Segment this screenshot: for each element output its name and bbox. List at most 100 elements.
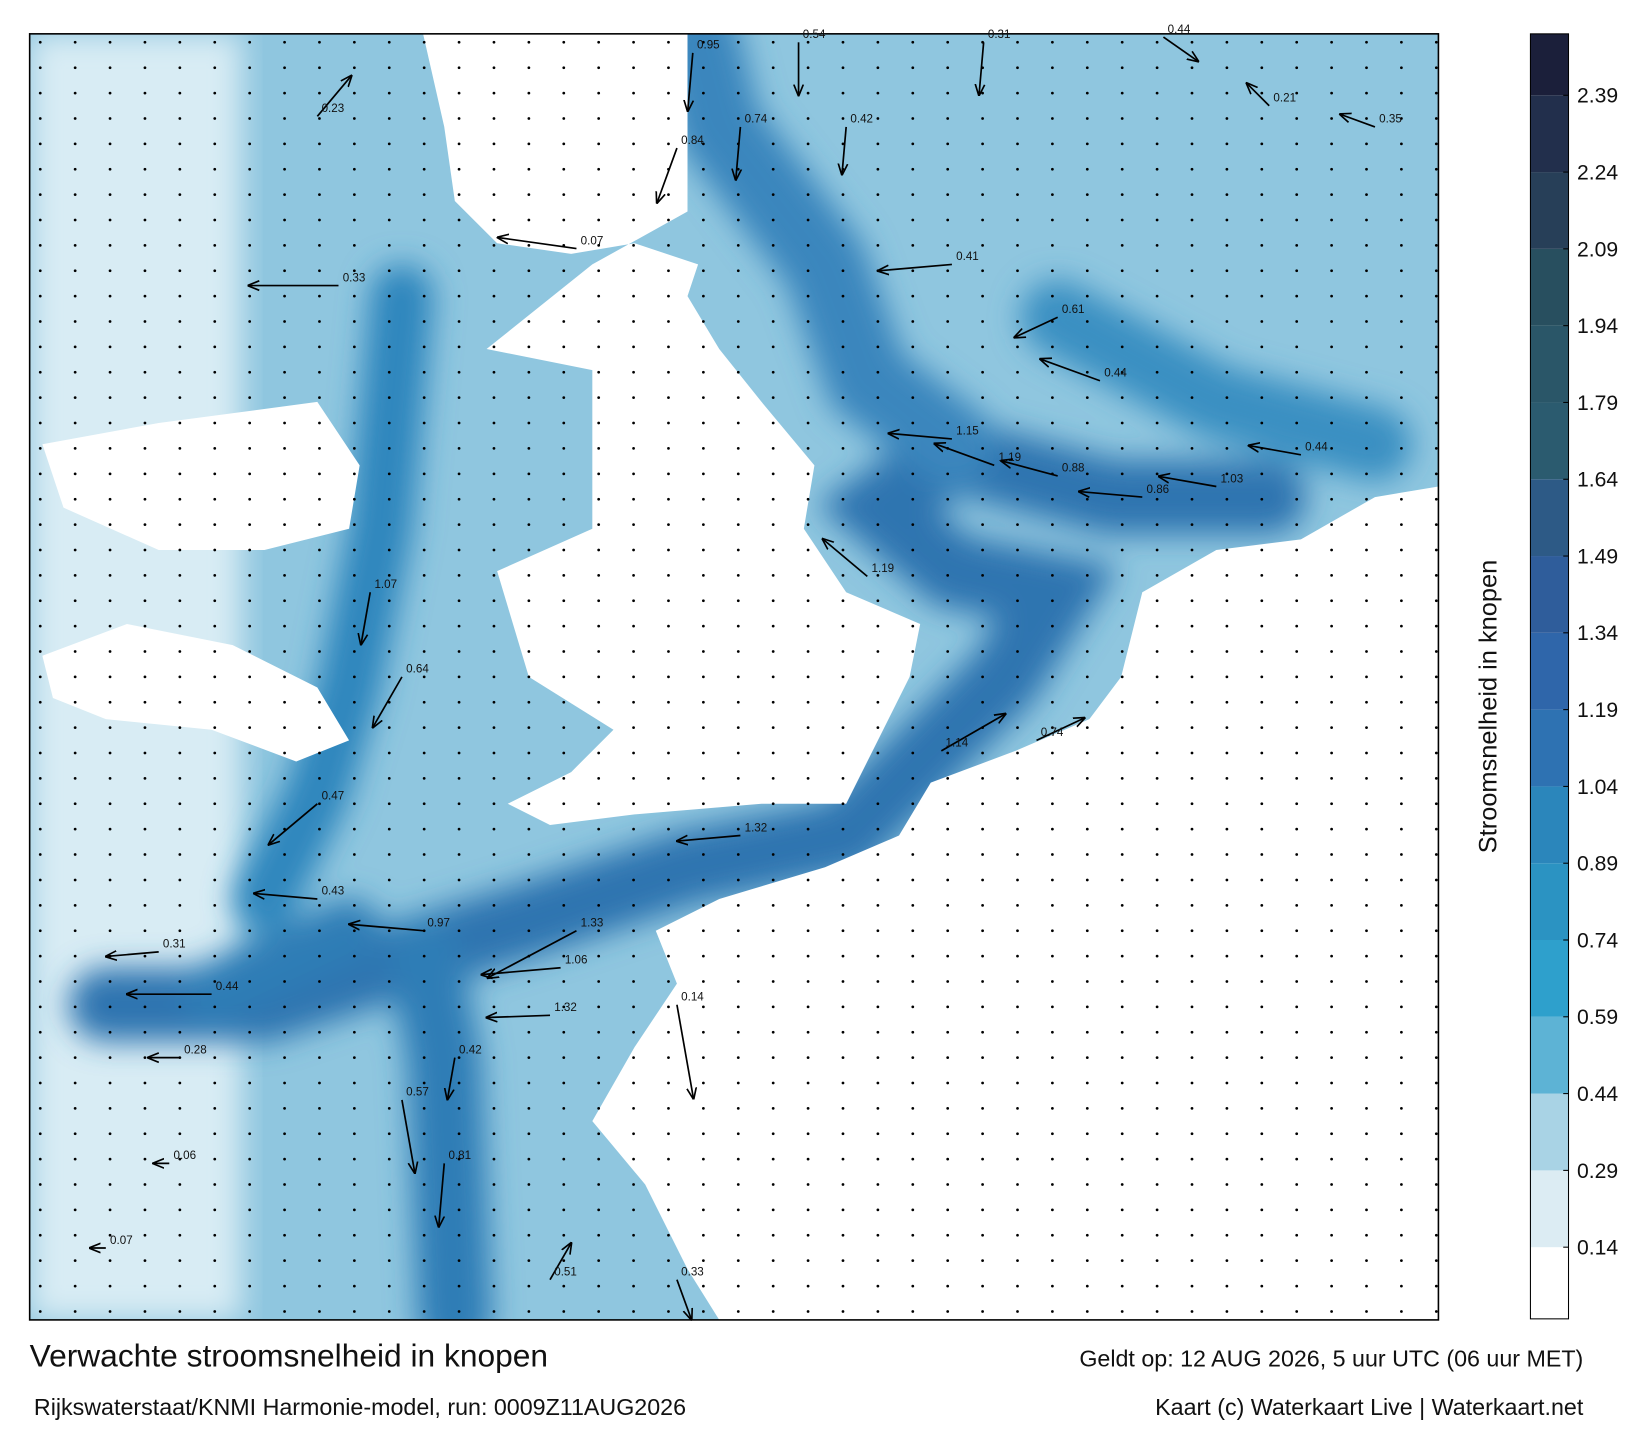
grid-dot xyxy=(1365,1081,1368,1085)
grid-dot xyxy=(73,1005,77,1009)
grid-dot xyxy=(981,396,984,400)
grid-dot xyxy=(1225,954,1229,958)
grid-dot xyxy=(1225,142,1229,146)
grid-dot xyxy=(911,827,915,831)
grid-dot xyxy=(1051,827,1054,831)
grid-dot xyxy=(1016,1132,1019,1136)
grid-dot xyxy=(1016,167,1019,171)
grid-dot xyxy=(143,1107,147,1110)
grid-dot xyxy=(1434,472,1438,476)
grid-dot xyxy=(178,903,182,907)
grid-dot xyxy=(1260,624,1264,628)
grid-dot xyxy=(1120,523,1124,526)
grid-dot xyxy=(457,1183,461,1186)
grid-dot xyxy=(1225,827,1229,831)
grid-dot xyxy=(108,91,112,95)
grid-dot xyxy=(841,142,845,146)
grid-dot xyxy=(736,624,740,628)
grid-dot xyxy=(352,980,356,983)
grid-dot xyxy=(701,878,705,882)
grid-dot xyxy=(1155,853,1159,856)
grid-dot xyxy=(911,1284,915,1288)
grid-dot xyxy=(248,700,252,704)
grid-dot xyxy=(597,1284,601,1288)
grid-dot xyxy=(143,472,147,476)
grid-dot xyxy=(1365,142,1368,146)
grid-dot xyxy=(701,903,705,907)
grid-dot xyxy=(1295,980,1299,983)
grid-dot xyxy=(318,447,321,450)
grid-dot xyxy=(1225,1259,1229,1263)
grid-dot xyxy=(981,700,984,704)
grid-dot xyxy=(1016,320,1019,323)
grid-dot xyxy=(911,802,915,806)
grid-dot xyxy=(1434,1056,1438,1059)
grid-dot xyxy=(248,1233,252,1237)
grid-dot xyxy=(213,523,217,526)
grid-dot xyxy=(876,421,880,425)
grid-dot xyxy=(457,396,461,400)
grid-dot xyxy=(352,1310,356,1313)
grid-dot xyxy=(911,954,915,958)
grid-dot xyxy=(876,624,880,628)
speed-label: 0.61 xyxy=(1062,303,1085,316)
grid-dot xyxy=(1295,1056,1299,1059)
colorbar-band xyxy=(1530,172,1569,249)
grid-dot xyxy=(736,193,740,196)
grid-dot xyxy=(248,167,252,171)
grid-dot xyxy=(632,370,635,374)
grid-dot xyxy=(1155,497,1159,501)
grid-dot xyxy=(1225,1284,1229,1288)
grid-dot xyxy=(597,675,601,679)
grid-dot xyxy=(1330,40,1333,44)
grid-dot xyxy=(318,243,321,247)
grid-dot xyxy=(667,142,670,146)
grid-dot xyxy=(981,523,984,526)
grid-dot xyxy=(1260,1107,1264,1110)
grid-dot xyxy=(178,345,182,349)
grid-dot xyxy=(911,523,915,526)
grid-dot xyxy=(806,548,810,552)
grid-dot xyxy=(1225,700,1229,704)
grid-dot xyxy=(771,294,775,298)
grid-dot xyxy=(108,980,112,983)
grid-dot xyxy=(527,40,531,44)
grid-dot xyxy=(457,573,461,577)
grid-dot xyxy=(1260,66,1264,70)
sea-background xyxy=(29,33,1439,1320)
grid-dot xyxy=(73,954,77,958)
grid-dot xyxy=(1434,700,1438,704)
grid-dot xyxy=(562,1183,566,1186)
grid-dot xyxy=(701,269,705,273)
grid-dot xyxy=(667,193,670,196)
grid-dot xyxy=(841,1284,845,1288)
grid-dot xyxy=(1400,193,1403,196)
grid-dot xyxy=(911,91,915,95)
grid-dot xyxy=(1155,777,1159,780)
grid-dot xyxy=(108,599,112,603)
grid-dot xyxy=(178,91,182,95)
grid-dot xyxy=(283,1132,286,1136)
grid-dot xyxy=(1120,573,1124,577)
grid-dot xyxy=(1120,1081,1124,1085)
grid-dot xyxy=(73,142,77,146)
grid-dot xyxy=(1400,243,1403,247)
grid-dot xyxy=(1120,1284,1124,1288)
grid-dot xyxy=(632,294,635,298)
grid-dot xyxy=(1155,243,1159,247)
grid-dot xyxy=(1295,1107,1299,1110)
speed-label: 0.84 xyxy=(681,134,704,147)
speed-label: 0.06 xyxy=(174,1149,197,1162)
grid-dot xyxy=(73,1107,77,1110)
grid-dot xyxy=(143,497,147,501)
grid-dot xyxy=(1225,345,1229,349)
grid-dot xyxy=(73,599,77,603)
grid-dot xyxy=(981,650,984,653)
grid-dot xyxy=(736,218,740,222)
grid-dot xyxy=(1120,345,1124,349)
grid-dot xyxy=(1400,142,1403,146)
grid-dot xyxy=(1155,903,1159,907)
current-arrow xyxy=(1015,316,1059,337)
grid-dot xyxy=(457,117,461,120)
grid-dot xyxy=(248,1030,252,1034)
